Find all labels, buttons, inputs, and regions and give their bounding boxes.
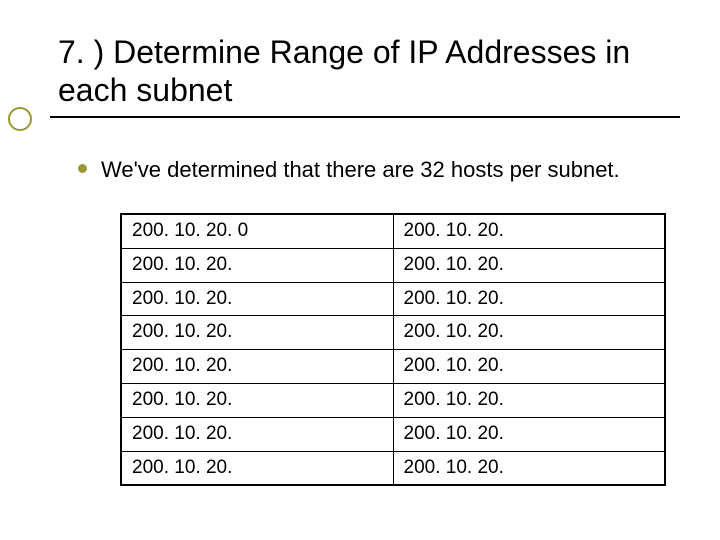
table-cell: 200. 10. 20.: [393, 350, 665, 384]
table-cell: 200. 10. 20.: [122, 383, 394, 417]
table-cell: 200. 10. 20.: [122, 350, 394, 384]
table-cell: 200. 10. 20.: [393, 282, 665, 316]
bullet-text: We've determined that there are 32 hosts…: [101, 156, 620, 184]
table-row: 200. 10. 20. 0 200. 10. 20.: [122, 215, 665, 249]
bullet-dot-icon: [78, 164, 87, 173]
table-row: 200. 10. 20. 200. 10. 20.: [122, 282, 665, 316]
table-row: 200. 10. 20. 200. 10. 20.: [122, 383, 665, 417]
table-cell: 200. 10. 20.: [393, 248, 665, 282]
table-cell: 200. 10. 20.: [393, 417, 665, 451]
title-underline: [50, 116, 680, 118]
table-row: 200. 10. 20. 200. 10. 20.: [122, 417, 665, 451]
table-cell: 200. 10. 20.: [122, 316, 394, 350]
ip-table: 200. 10. 20. 0 200. 10. 20. 200. 10. 20.…: [121, 214, 665, 485]
table-cell: 200. 10. 20.: [122, 248, 394, 282]
table-cell: 200. 10. 20. 0: [122, 215, 394, 249]
table-cell: 200. 10. 20.: [393, 316, 665, 350]
table-cell: 200. 10. 20.: [122, 282, 394, 316]
table-cell: 200. 10. 20.: [122, 417, 394, 451]
table-row: 200. 10. 20. 200. 10. 20.: [122, 451, 665, 485]
slide: 7. ) Determine Range of IP Addresses in …: [0, 0, 720, 540]
slide-title: 7. ) Determine Range of IP Addresses in …: [58, 34, 676, 110]
table-cell: 200. 10. 20.: [393, 383, 665, 417]
table-row: 200. 10. 20. 200. 10. 20.: [122, 316, 665, 350]
table-row: 200. 10. 20. 200. 10. 20.: [122, 248, 665, 282]
ip-table-container: 200. 10. 20. 0 200. 10. 20. 200. 10. 20.…: [120, 213, 666, 486]
slide-body: We've determined that there are 32 hosts…: [58, 156, 676, 487]
table-cell: 200. 10. 20.: [393, 451, 665, 485]
table-cell: 200. 10. 20.: [122, 451, 394, 485]
table-cell: 200. 10. 20.: [393, 215, 665, 249]
bullet-item: We've determined that there are 32 hosts…: [78, 156, 676, 184]
table-row: 200. 10. 20. 200. 10. 20.: [122, 350, 665, 384]
